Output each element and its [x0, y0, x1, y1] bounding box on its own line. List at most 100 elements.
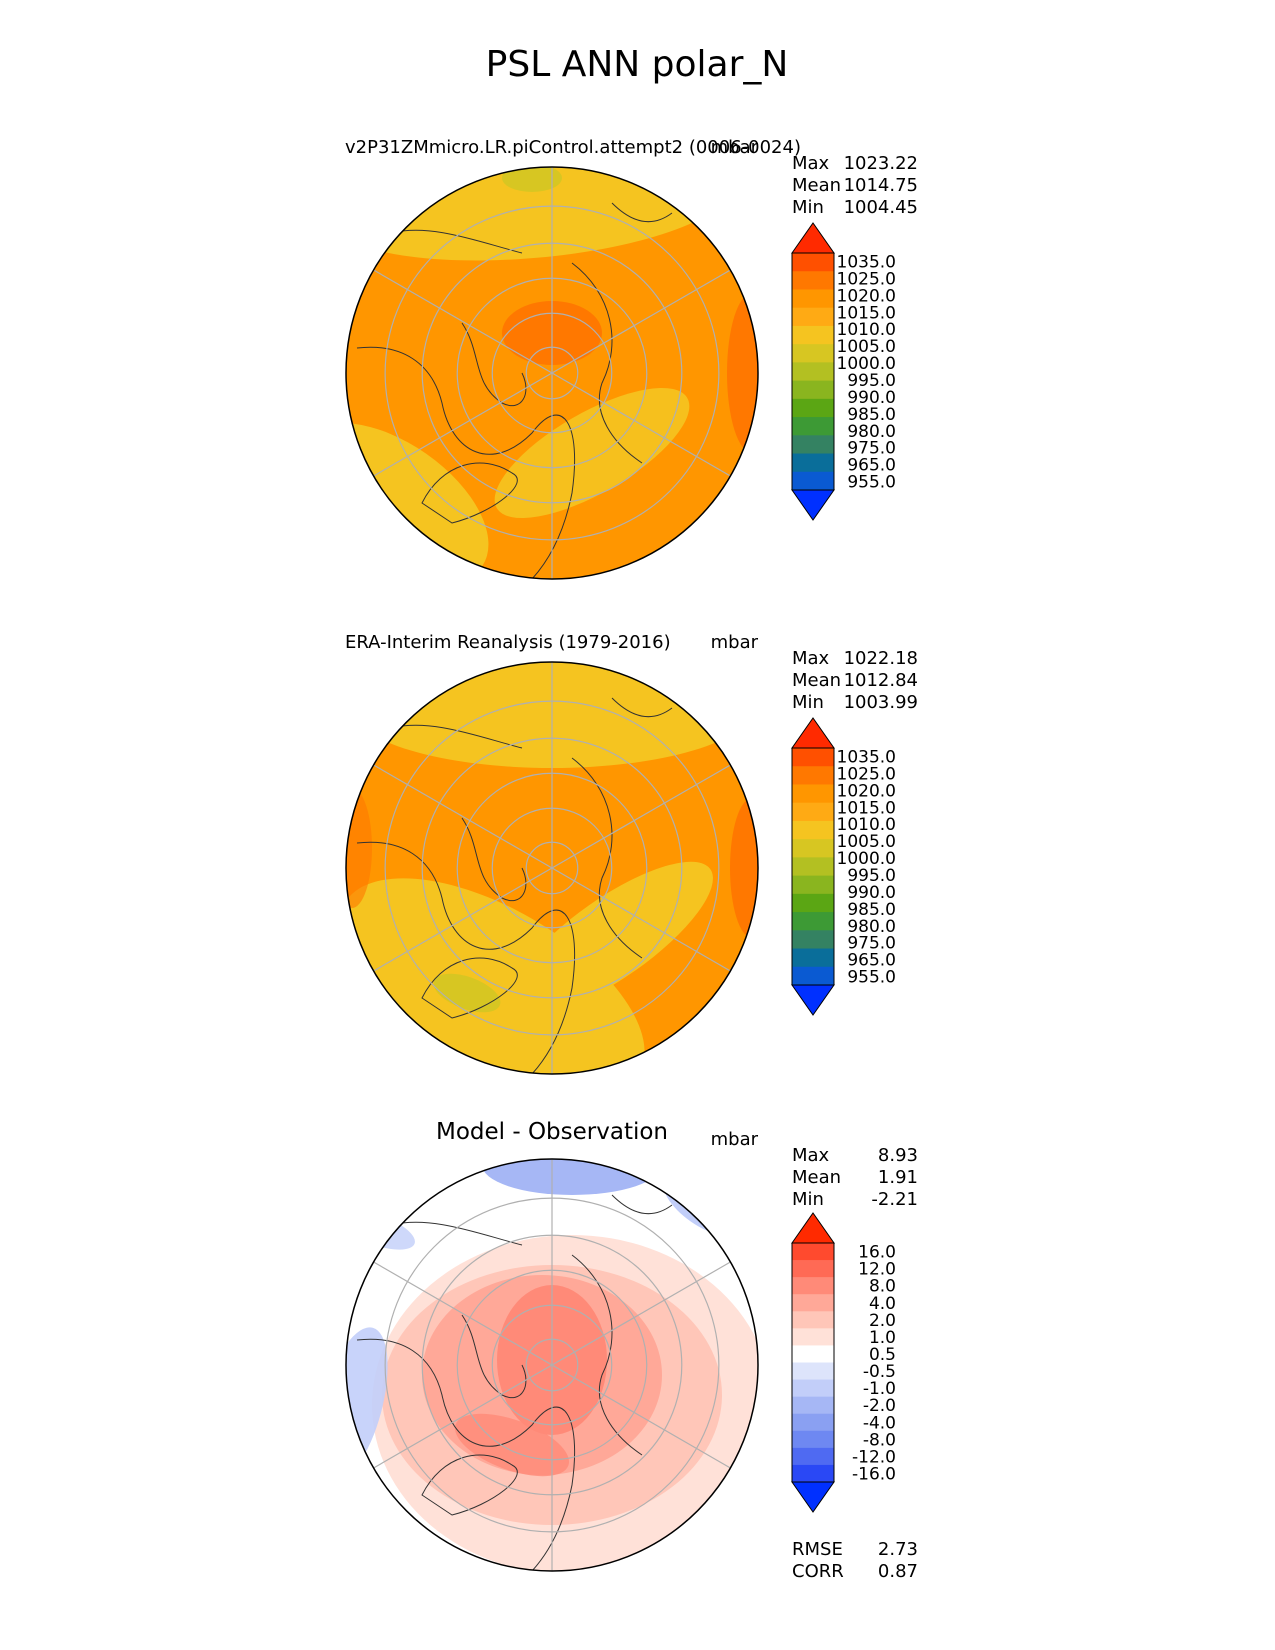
- map-gridlines: [373, 662, 731, 1074]
- panel-units: mbar: [711, 632, 759, 653]
- colorbar-level: [792, 766, 834, 785]
- meridian-line: [373, 764, 553, 869]
- map-outline: [345, 166, 759, 580]
- colorbar-level: [792, 362, 834, 382]
- extra-stat-label: CORR: [792, 1561, 844, 1582]
- colorbar-level: [792, 820, 834, 840]
- colorbar-tick-label: 1005.0: [837, 337, 896, 357]
- stat-value: 1004.45: [844, 197, 918, 218]
- stat-value: 1003.99: [844, 692, 918, 713]
- coastlines: [356, 1194, 673, 1571]
- extra-stat-value: 2.73: [878, 1539, 918, 1560]
- stat-value: 1014.75: [844, 175, 918, 196]
- field-patch: [346, 878, 645, 1074]
- colorbar-tick-label: 995.0: [847, 866, 896, 886]
- colorbar-tick-label: 975.0: [847, 934, 896, 954]
- colorbar: 1035.01025.01020.01015.01010.01005.01000…: [791, 717, 896, 1016]
- colorbar-level: [792, 271, 834, 290]
- map-gridlines: [373, 167, 731, 579]
- colorbar-level: [792, 344, 834, 363]
- colorbar-tick-label: 955.0: [847, 968, 896, 988]
- field-patch: [454, 1413, 570, 1477]
- colorbar-level: [792, 1413, 834, 1432]
- colorbar-tick-label: 1.0: [869, 1328, 896, 1348]
- colorbar-tick-label: 1025.0: [837, 269, 896, 289]
- colorbar-tick-label: 0.5: [869, 1345, 896, 1365]
- colorbar-extend-high: [791, 222, 835, 254]
- colorbar-tick-label: 1000.0: [837, 354, 896, 374]
- colorbar-tick-label: 965.0: [847, 456, 896, 476]
- colorbar-tick-label: 990.0: [847, 883, 896, 903]
- colorbar-level: [792, 948, 834, 968]
- colorbar-level: [792, 748, 834, 767]
- colorbar-level: [792, 1260, 834, 1278]
- colorbar-level: [792, 417, 834, 436]
- colorbar-tick-label: -8.0: [863, 1430, 896, 1450]
- colorbar-level: [792, 453, 834, 473]
- colorbar-level: [792, 1430, 834, 1449]
- colorbar-tick-label: 1015.0: [837, 303, 896, 323]
- colorbar-tick-label: 955.0: [847, 473, 896, 493]
- colorbar-level: [792, 398, 834, 418]
- colorbar-tick-label: -0.5: [863, 1362, 896, 1382]
- colorbar-tick-label: -16.0: [852, 1464, 896, 1484]
- colorbar-level: [792, 1311, 834, 1329]
- colorbar-tick-label: 4.0: [869, 1294, 896, 1314]
- colorbar: 16.012.08.04.02.01.00.5-0.5-1.0-2.0-4.0-…: [791, 1212, 896, 1513]
- colorbar-level: [792, 1328, 834, 1346]
- meridian-line: [373, 269, 553, 374]
- colorbar-level: [792, 802, 834, 822]
- field-patch: [727, 293, 758, 453]
- panel-units: mbar: [711, 137, 759, 158]
- colorbar: 1035.01025.01020.01015.01010.01005.01000…: [791, 222, 896, 521]
- colorbar-level: [792, 1447, 834, 1466]
- stat-value: 1023.22: [844, 153, 918, 174]
- colorbar-tick-label: 1015.0: [837, 798, 896, 818]
- colorbar-tick-label: 990.0: [847, 388, 896, 408]
- meridian-line: [551, 1261, 731, 1366]
- stat-label: Mean: [792, 1167, 841, 1188]
- colorbar-level: [792, 380, 834, 400]
- panel-left-title: v2P31ZMmicro.LR.piControl.attempt2 (0006…: [345, 137, 801, 158]
- colorbar-level: [792, 857, 834, 877]
- panel-units: mbar: [711, 1129, 759, 1150]
- colorbar-level: [792, 1362, 834, 1381]
- colorbar-level: [792, 1379, 834, 1398]
- colorbar-tick-label: 965.0: [847, 951, 896, 971]
- colorbar-level: [792, 471, 834, 491]
- colorbar-extend-low: [791, 489, 835, 521]
- colorbar-extend-high: [791, 1212, 835, 1244]
- meridian-line: [551, 1364, 731, 1469]
- colorbar-tick-label: 1025.0: [837, 764, 896, 784]
- stat-label: Min: [792, 197, 824, 218]
- colorbar-extend-low: [791, 1481, 835, 1513]
- colorbar-tick-label: 2.0: [869, 1311, 896, 1331]
- stat-value: 1022.18: [844, 648, 918, 669]
- stat-label: Min: [792, 692, 824, 713]
- colorbar-level: [792, 1294, 834, 1312]
- colorbar-level: [792, 289, 834, 309]
- colorbar-level: [792, 1464, 834, 1483]
- figure-title: PSL ANN polar_N: [486, 44, 789, 85]
- colorbar-level: [792, 307, 834, 327]
- colorbar-tick-label: 1010.0: [837, 320, 896, 340]
- panel-diff: Model - Observation mbar Max 8.93 Mean 1.91 Mi…: [345, 1119, 918, 1582]
- coastline-america: [356, 1338, 576, 1571]
- colorbar-tick-label: 980.0: [847, 422, 896, 442]
- coastline-archipelago: [461, 322, 527, 407]
- colorbar-tick-label: 1020.0: [837, 781, 896, 801]
- colorbar-level: [792, 839, 834, 858]
- coastline-eurasia: [571, 262, 643, 464]
- coastline-america: [356, 841, 576, 1074]
- colorbar-tick-label: 1020.0: [837, 286, 896, 306]
- coastline-archipelago: [461, 817, 527, 902]
- stat-label: Max: [792, 153, 830, 174]
- stat-label: Max: [792, 1145, 830, 1166]
- colorbar-level: [792, 1396, 834, 1415]
- colorbar-tick-label: 1000.0: [837, 849, 896, 869]
- field-patch: [346, 788, 372, 908]
- colorbar-level: [792, 875, 834, 895]
- field-patch: [346, 1327, 388, 1483]
- colorbar-level: [792, 784, 834, 804]
- colorbar-tick-label: 8.0: [869, 1277, 896, 1297]
